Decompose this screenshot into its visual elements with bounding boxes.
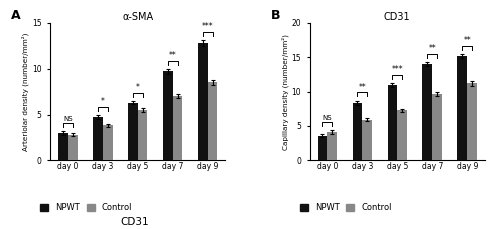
Legend: NPWT, Control: NPWT, Control bbox=[40, 203, 132, 212]
Text: ***: *** bbox=[202, 22, 213, 31]
Bar bbox=[328, 132, 337, 160]
Bar bbox=[138, 110, 147, 160]
Text: *: * bbox=[136, 83, 140, 92]
Bar bbox=[467, 83, 477, 160]
Bar bbox=[68, 135, 78, 160]
Text: **: ** bbox=[428, 44, 436, 53]
Text: **: ** bbox=[464, 36, 471, 45]
Bar bbox=[198, 43, 207, 160]
Bar bbox=[422, 64, 432, 160]
Text: NS: NS bbox=[63, 116, 72, 122]
Bar bbox=[102, 125, 113, 160]
Bar bbox=[318, 136, 328, 160]
Bar bbox=[128, 103, 138, 160]
Text: *: * bbox=[101, 98, 104, 106]
Y-axis label: Capillary density (number/mm²): Capillary density (number/mm²) bbox=[282, 34, 289, 150]
Text: B: B bbox=[271, 9, 280, 22]
Bar bbox=[362, 120, 372, 160]
Bar bbox=[352, 103, 362, 160]
Title: CD31: CD31 bbox=[384, 12, 410, 22]
Text: CD31: CD31 bbox=[120, 217, 150, 227]
Bar bbox=[172, 96, 182, 160]
Bar bbox=[163, 71, 172, 160]
Bar bbox=[388, 85, 398, 160]
Bar bbox=[208, 82, 218, 160]
Text: ***: *** bbox=[392, 65, 403, 74]
Text: NS: NS bbox=[322, 115, 332, 121]
Bar bbox=[432, 94, 442, 160]
Bar bbox=[93, 117, 102, 160]
Text: **: ** bbox=[169, 51, 176, 60]
Bar bbox=[398, 110, 407, 160]
Legend: NPWT, Control: NPWT, Control bbox=[300, 203, 392, 212]
Y-axis label: Arteriolar density (number/mm²): Arteriolar density (number/mm²) bbox=[22, 33, 30, 151]
Title: α-SMA: α-SMA bbox=[122, 12, 154, 22]
Bar bbox=[458, 56, 467, 160]
Text: **: ** bbox=[358, 83, 366, 92]
Text: A: A bbox=[12, 9, 21, 22]
Bar bbox=[58, 133, 68, 160]
